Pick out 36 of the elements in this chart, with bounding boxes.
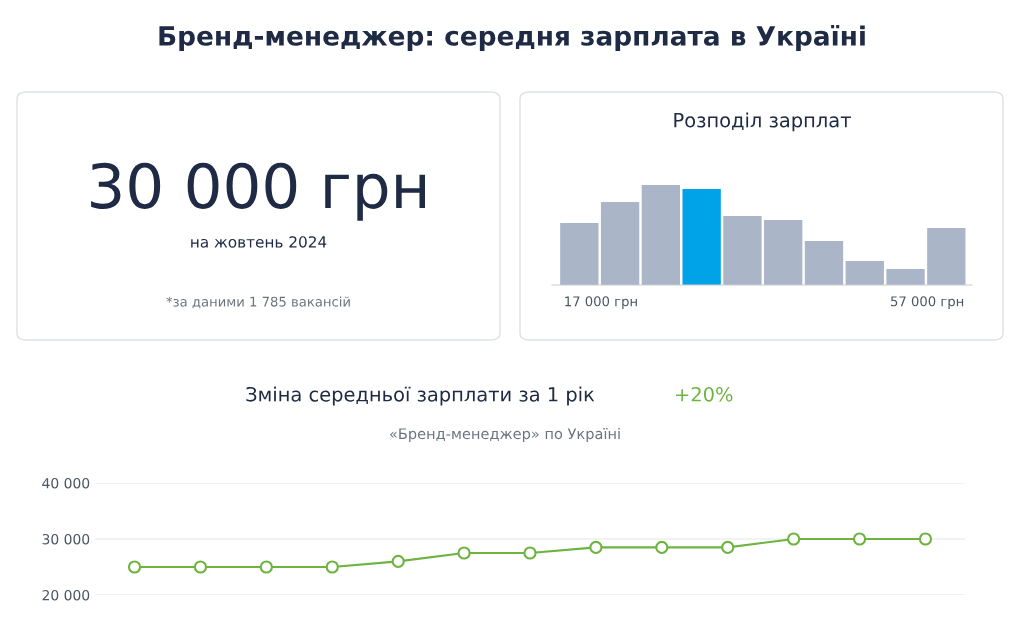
bar — [641, 185, 681, 285]
point — [918, 532, 933, 546]
bar — [886, 269, 925, 285]
point — [127, 560, 142, 574]
x-tick-label: 57 000 грн — [891, 296, 964, 309]
chart-title: Зміна середньої зарплати за 1 рік — [246, 386, 595, 406]
point — [523, 546, 537, 560]
chart-title: Розподіл зарплат — [674, 112, 851, 132]
x-tick-label: 17 000 грн — [565, 296, 637, 309]
point — [325, 560, 339, 574]
point — [655, 540, 669, 554]
text: +20% — [676, 386, 733, 402]
bar — [723, 216, 762, 285]
point — [259, 560, 273, 574]
point — [852, 532, 867, 546]
point — [721, 540, 735, 554]
text: 30 000 грн — [91, 162, 425, 221]
bar — [560, 223, 599, 285]
text: *за даними 1 785 вакансій — [166, 296, 350, 309]
bar — [764, 220, 803, 285]
bar — [804, 241, 844, 285]
point — [589, 540, 603, 554]
text: Бренд-менеджер: середня зарплата в Україні — [159, 25, 865, 51]
y-tick-label: 30 000 — [42, 533, 90, 545]
bar — [600, 202, 640, 285]
point — [457, 546, 471, 560]
point — [391, 554, 405, 568]
y-tick-label: 20 000 — [42, 589, 90, 601]
point — [787, 532, 801, 546]
bar — [927, 228, 966, 285]
bar — [682, 189, 721, 285]
text: на жовтень 2024 — [191, 236, 327, 248]
point — [193, 560, 208, 574]
chart-subtitle: «Бренд-менеджер» по Україні — [390, 427, 620, 443]
bar — [845, 261, 884, 285]
y-tick-label: 40 000 — [42, 477, 90, 489]
